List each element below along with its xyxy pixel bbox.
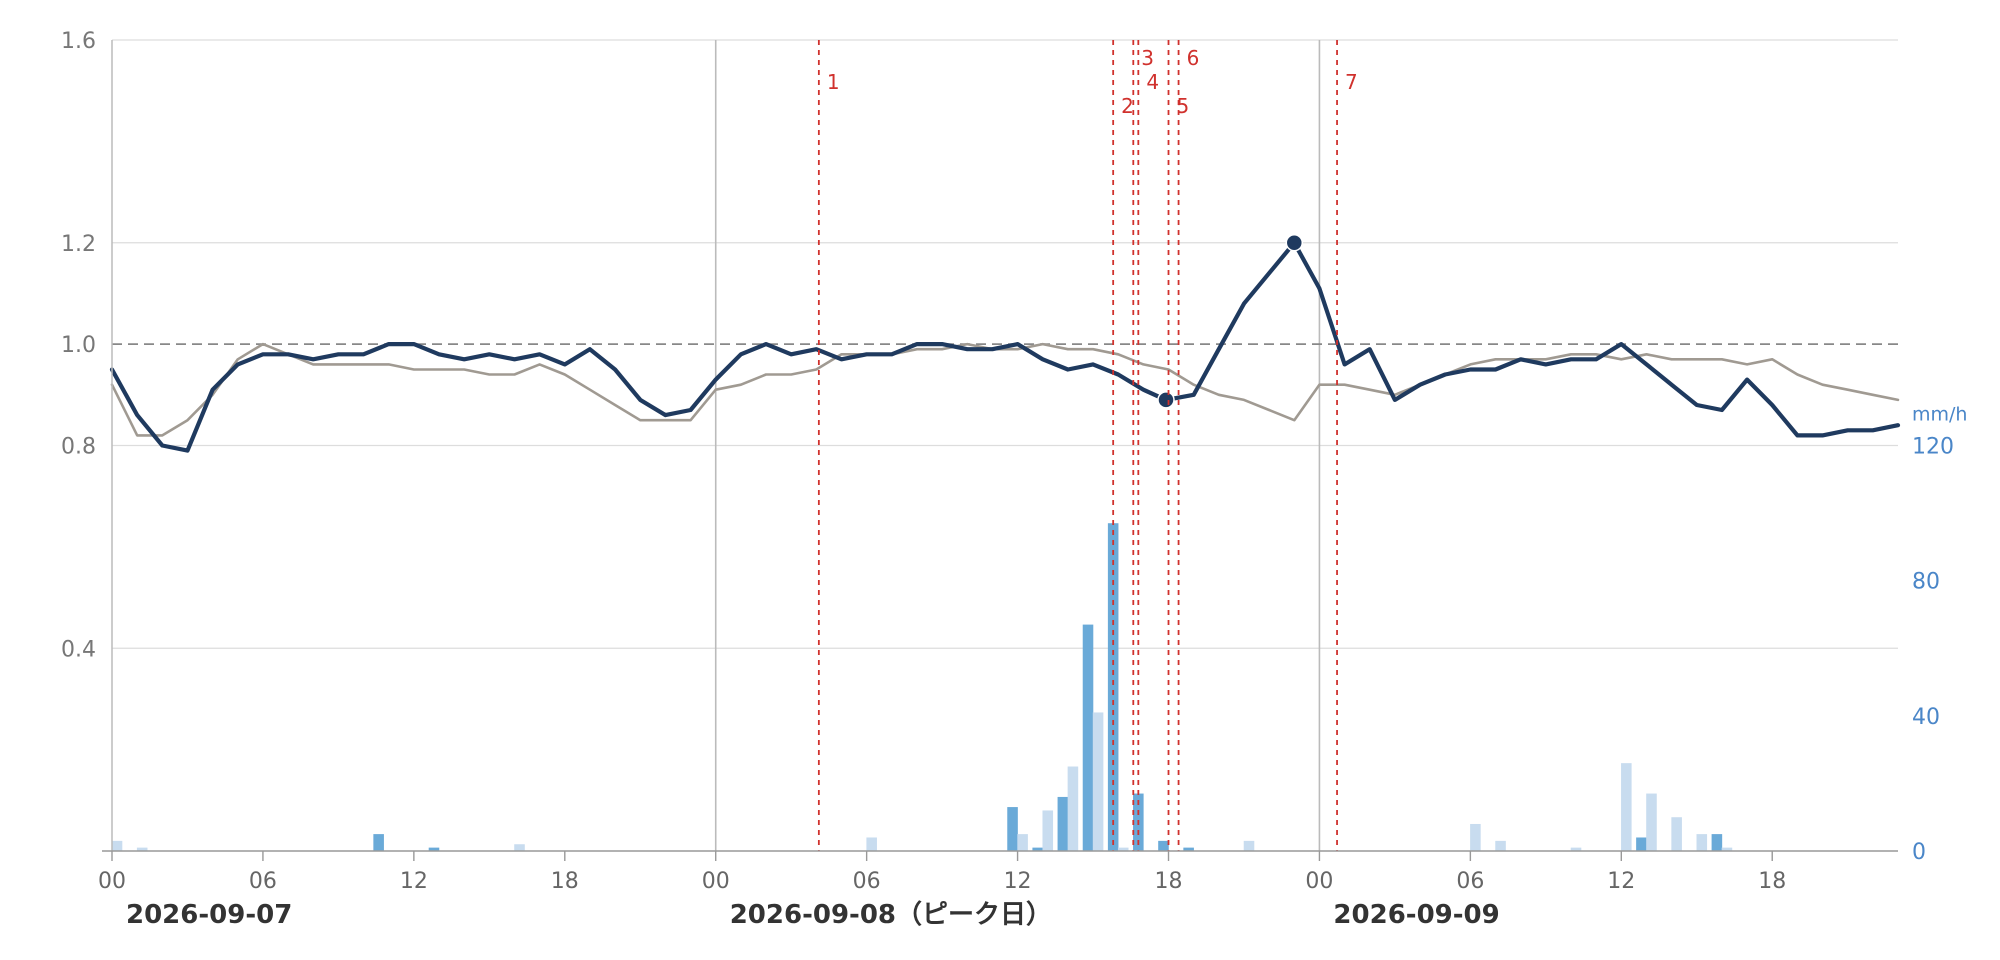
rain-bar: [514, 844, 525, 851]
rain-bar: [1032, 847, 1043, 851]
gridlines: [112, 39, 1898, 649]
axes: [102, 40, 1898, 861]
x-tick-label: 18: [1758, 869, 1786, 894]
y-tick-label: 1.2: [61, 232, 96, 257]
rain-bar: [1711, 834, 1723, 851]
rain-bar: [1057, 796, 1069, 851]
x-tick-label: 18: [551, 869, 579, 894]
y-tick-label: 1.6: [61, 29, 96, 54]
rain-bar: [111, 840, 123, 851]
rain-bar: [1082, 624, 1094, 851]
y-tick-label: 1.0: [61, 333, 96, 358]
series-point-marker: [1285, 234, 1304, 252]
rain-bar: [1621, 763, 1632, 851]
x-tick-label: 18: [1155, 869, 1183, 894]
x-tick-label: 12: [1004, 869, 1032, 894]
rain-bar: [1067, 766, 1079, 851]
rain-bar: [1158, 840, 1169, 851]
x-tick-label: 00: [702, 869, 730, 894]
event-label: 1: [827, 70, 840, 94]
y2-tick-label: 120: [1912, 435, 1954, 460]
rain-bars: [111, 523, 1733, 851]
primary-series-group: [109, 234, 1901, 453]
y2-unit-label: mm/h: [1912, 404, 1967, 426]
rain-bar: [1636, 837, 1647, 851]
secondary-series-group: [110, 342, 1900, 437]
event-label: 5: [1177, 94, 1190, 118]
event-label: 3: [1141, 46, 1154, 70]
rain-bar: [1117, 847, 1129, 851]
rain-bar: [1007, 807, 1018, 851]
rain-bar: [1107, 523, 1119, 851]
rain-bar: [136, 847, 148, 851]
y-tick-label: 0.4: [61, 637, 96, 662]
rain-bar: [1495, 840, 1506, 851]
event-label: 7: [1345, 70, 1358, 94]
rain-bar: [1243, 840, 1255, 851]
event-label: 4: [1146, 70, 1159, 94]
date-label: 2026-09-09: [1333, 900, 1499, 930]
y2-tick-label: 40: [1912, 705, 1940, 730]
rain-bar: [373, 834, 384, 851]
primary-series-line: [109, 240, 1901, 453]
rain-bar: [1721, 847, 1733, 851]
secondary-series-line: [110, 342, 1900, 437]
rain-bar: [428, 847, 440, 851]
rain-bar: [1042, 810, 1054, 851]
y2-tick-label: 0: [1912, 840, 1926, 865]
rain-bar: [1092, 712, 1104, 851]
y2-tick-label: 80: [1912, 570, 1940, 595]
day-boundaries: [714, 40, 1321, 851]
x-tick-label: 06: [853, 869, 881, 894]
rain-bar: [1570, 847, 1582, 851]
x-tick-label: 06: [1456, 869, 1484, 894]
event-label: 6: [1187, 46, 1200, 70]
rain-bar: [1696, 834, 1708, 851]
y-tick-label: 0.8: [61, 435, 96, 460]
date-label: 2026-09-07: [126, 900, 292, 930]
x-tick-label: 06: [249, 869, 277, 894]
x-tick-label: 00: [1305, 869, 1333, 894]
rain-bar: [1671, 817, 1682, 851]
rain-bar: [1183, 847, 1194, 851]
rain-bar: [1017, 834, 1028, 851]
x-tick-label: 00: [98, 869, 126, 894]
event-label: 2: [1121, 94, 1134, 118]
series-point-marker: [1157, 391, 1175, 409]
x-tick-label: 12: [1607, 869, 1635, 894]
date-label: 2026-09-08（ピーク日）: [730, 900, 1052, 930]
rain-bar: [1470, 823, 1481, 851]
rain-bar: [1646, 793, 1657, 851]
rain-bar: [866, 837, 877, 851]
x-tick-label: 12: [400, 869, 428, 894]
